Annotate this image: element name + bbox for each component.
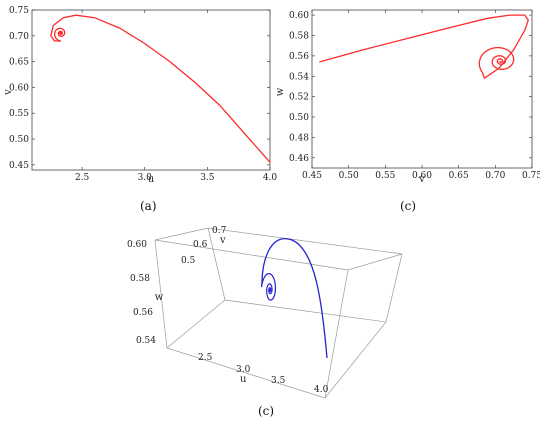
y-tick-label: 0.55 bbox=[9, 109, 29, 119]
u-tick: 2.5 bbox=[198, 353, 213, 363]
chart-c-spiral bbox=[260, 272, 276, 301]
y-tick-label: 0.50 bbox=[9, 135, 29, 145]
x-tick-label: 3.0 bbox=[138, 173, 153, 183]
x-tick-label: 0.75 bbox=[522, 171, 540, 181]
x-tick-label: 0.50 bbox=[339, 171, 359, 181]
w-tick: 0.56 bbox=[133, 308, 153, 318]
v-tick: 0.5 bbox=[181, 256, 196, 266]
u-tick: 3.5 bbox=[271, 376, 286, 386]
chart-a-xlabel: u bbox=[148, 174, 155, 185]
chart-a-ylabel: v bbox=[3, 89, 14, 96]
chart-c-v-ticks: 0.5 0.6 0.7 v bbox=[181, 226, 227, 266]
w-tick: 0.54 bbox=[136, 336, 156, 346]
x-tick-label: 0.70 bbox=[485, 171, 505, 181]
w-tick: 0.60 bbox=[127, 240, 147, 250]
v-tick: 0.7 bbox=[212, 226, 227, 236]
y-tick-label: 0.75 bbox=[9, 6, 29, 16]
chart-b: 0.45 0.50 0.55 0.60 0.65 0.70 0.75 0.46 0.48 0.5… bbox=[275, 9, 540, 213]
u-tick: 3.0 bbox=[236, 365, 251, 375]
x-tick-label: 3.5 bbox=[200, 173, 215, 183]
y-tick-label: 0.50 bbox=[289, 113, 309, 123]
w-tick: 0.58 bbox=[130, 274, 150, 284]
y-tick-label: 0.58 bbox=[289, 31, 309, 41]
chart-b-spiral bbox=[478, 46, 515, 79]
chart-c: 0.60 0.58 0.56 0.54 w 0.5 0.6 0.7 v 2.5 … bbox=[127, 226, 403, 418]
chart-c-w-label: w bbox=[155, 292, 164, 303]
y-tick-label: 0.60 bbox=[289, 11, 309, 21]
y-tick-label: 0.45 bbox=[9, 161, 29, 171]
chart-a-frame bbox=[31, 9, 271, 171]
chart-a: 2.5 3.0 3.5 4.0 0.45 0.50 0.55 0.60 0.65 0.70 0.7… bbox=[3, 6, 277, 213]
panel-label-b: (c) bbox=[400, 199, 416, 213]
y-tick-label: 0.60 bbox=[9, 83, 29, 93]
chart-c-u-label: u bbox=[240, 374, 247, 385]
y-tick-label: 0.46 bbox=[289, 154, 309, 164]
panel-label-a: (a) bbox=[140, 199, 157, 213]
chart-b-ylabel: w bbox=[275, 87, 286, 96]
chart-c-curve bbox=[261, 238, 328, 359]
x-tick-label: 0.60 bbox=[412, 171, 432, 181]
x-tick-label: 2.5 bbox=[75, 173, 90, 183]
x-tick-label: 0.45 bbox=[302, 171, 322, 181]
y-tick-label: 0.52 bbox=[289, 93, 309, 103]
chart-c-u-ticks: 2.5 3.0 3.5 4.0 u bbox=[198, 353, 329, 395]
x-tick-label: 0.55 bbox=[375, 171, 395, 181]
chart-c-w-ticks: 0.60 0.58 0.56 0.54 w bbox=[127, 240, 164, 346]
x-tick-label: 0.65 bbox=[449, 171, 469, 181]
y-tick-label: 0.54 bbox=[289, 72, 309, 82]
y-tick-label: 0.65 bbox=[9, 58, 29, 68]
y-tick-label: 0.70 bbox=[9, 32, 29, 42]
chart-c-v-label: v bbox=[219, 235, 226, 246]
v-tick: 0.6 bbox=[193, 240, 208, 250]
chart-a-curve bbox=[50, 14, 271, 163]
y-tick-label: 0.56 bbox=[289, 52, 309, 62]
chart-b-xlabel: v bbox=[418, 174, 425, 185]
chart-a-spiral bbox=[53, 27, 66, 42]
u-tick: 4.0 bbox=[314, 385, 329, 395]
y-tick-label: 0.48 bbox=[289, 133, 309, 143]
panel-label-c: (c) bbox=[258, 404, 274, 418]
x-tick-label: 4.0 bbox=[263, 173, 278, 183]
chart-b-frame bbox=[311, 9, 533, 169]
